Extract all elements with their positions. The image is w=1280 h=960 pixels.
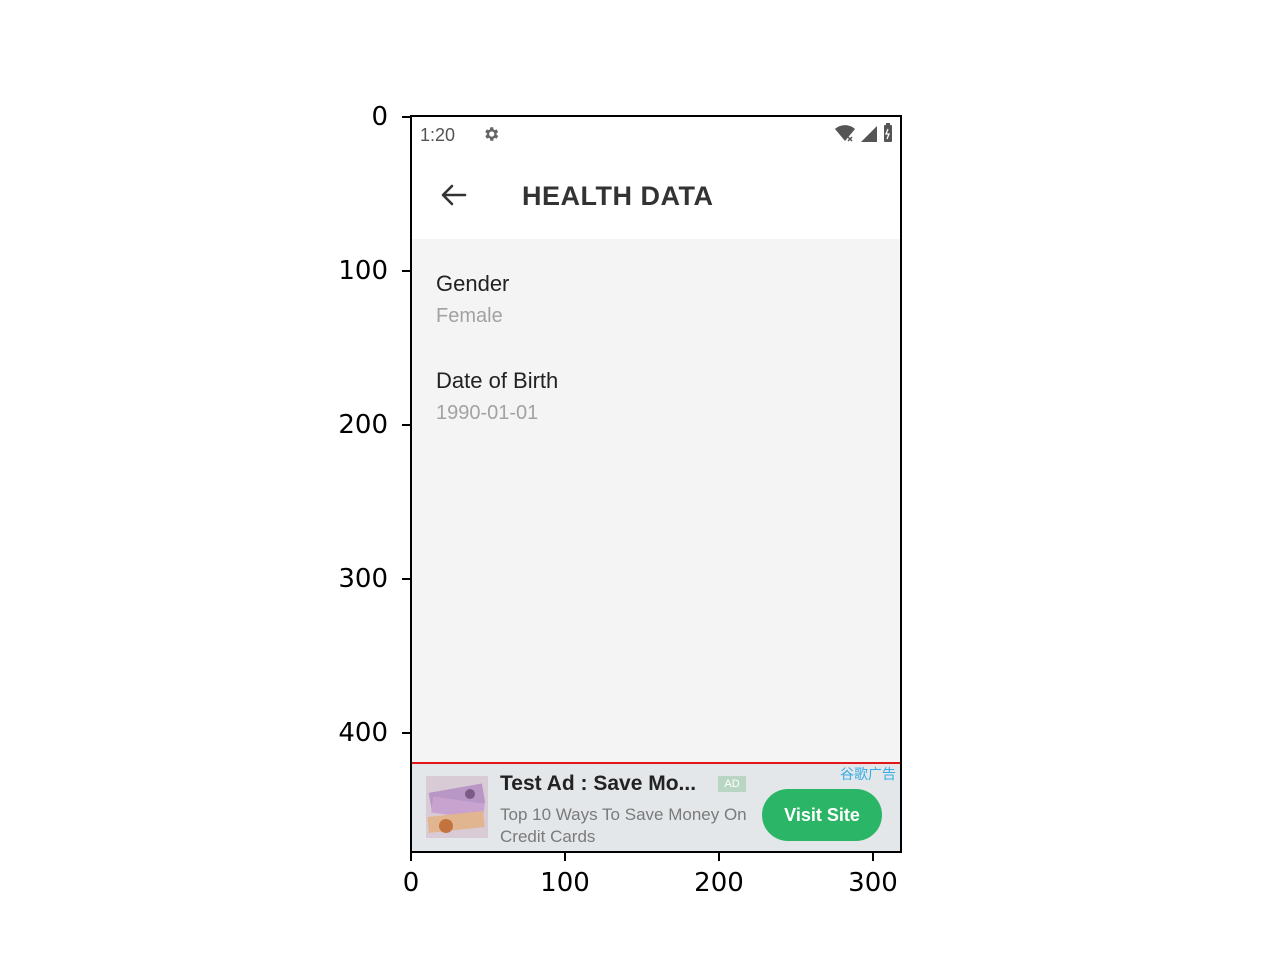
field-value: Female	[436, 305, 503, 327]
status-bar: 1:20	[412, 117, 900, 151]
y-tick-label-100: 100	[338, 256, 388, 286]
gear-icon	[482, 125, 500, 143]
x-tick-200	[718, 853, 720, 861]
y-tick-0	[402, 116, 410, 118]
ad-description: Top 10 Ways To Save Money On Credit Card…	[500, 805, 747, 846]
x-tick-300	[872, 853, 874, 861]
phone-screenshot-frame: 1:20 HEALTH DATA Gender Female Date	[410, 115, 902, 853]
arrow-left-icon[interactable]	[438, 179, 470, 211]
visit-site-button[interactable]: Visit Site	[762, 789, 882, 841]
ad-network-label: 谷歌广告	[840, 767, 896, 783]
list-item-date-of-birth[interactable]: Date of Birth 1990-01-01	[436, 368, 558, 425]
field-label: Gender	[436, 271, 510, 296]
y-tick-300	[402, 578, 410, 580]
y-tick-200	[402, 424, 410, 426]
y-tick-label-200: 200	[338, 410, 388, 440]
y-tick-label-0: 0	[371, 102, 388, 132]
field-label: Date of Birth	[436, 368, 559, 393]
status-time: 1:20	[420, 125, 456, 145]
health-data-list: Gender Female Date of Birth 1990-01-01	[412, 239, 900, 764]
wifi-icon	[834, 125, 856, 147]
x-tick-label-200: 200	[694, 868, 744, 898]
y-tick-label-300: 300	[338, 564, 388, 594]
ad-banner[interactable]: Test Ad : Save Mo... AD 谷歌广告 Top 10 Ways…	[412, 762, 900, 851]
y-tick-100	[402, 270, 410, 272]
ad-title: Test Ad : Save Mo...	[500, 772, 697, 795]
list-item-gender[interactable]: Gender Female	[436, 271, 509, 328]
x-tick-100	[564, 853, 566, 861]
money-image-icon	[426, 776, 488, 838]
page-title: HEALTH DATA	[522, 181, 714, 211]
app-bar: HEALTH DATA	[412, 151, 900, 239]
x-tick-label-100: 100	[540, 868, 590, 898]
x-tick-0	[410, 853, 412, 861]
x-tick-label-0: 0	[402, 868, 420, 898]
ad-badge: AD	[718, 776, 746, 792]
x-tick-label-300: 300	[848, 868, 898, 898]
battery-icon	[882, 123, 894, 147]
field-value: 1990-01-01	[436, 402, 539, 424]
y-tick-400	[402, 732, 410, 734]
y-tick-label-400: 400	[338, 718, 388, 748]
cellular-signal-icon	[860, 125, 878, 147]
